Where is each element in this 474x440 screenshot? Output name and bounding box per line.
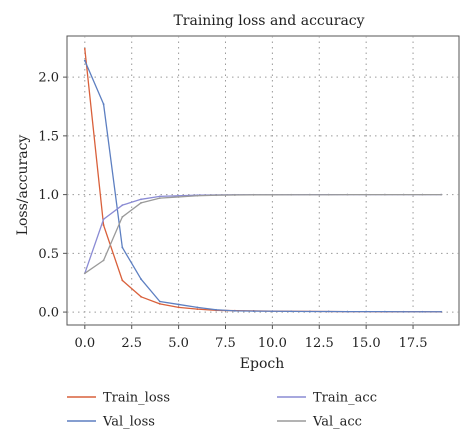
y-tick-label: 1.0 bbox=[38, 188, 59, 203]
data-point-train-loss bbox=[121, 279, 124, 282]
x-axis-title: Epoch bbox=[240, 356, 284, 372]
data-point-val-acc bbox=[83, 272, 86, 275]
x-tick-label: 17.5 bbox=[399, 336, 428, 351]
data-point-val-acc bbox=[346, 193, 349, 196]
series-lines bbox=[83, 48, 443, 313]
y-tick-label: 0.5 bbox=[38, 247, 59, 262]
data-point-val-acc bbox=[421, 193, 424, 196]
data-point-val-loss bbox=[402, 310, 405, 313]
data-point-val-loss bbox=[365, 310, 368, 313]
data-point-train-loss bbox=[196, 308, 199, 311]
y-tick-label: 1.5 bbox=[38, 129, 59, 144]
chart-title: Training loss and accuracy bbox=[173, 13, 364, 29]
data-point-val-loss bbox=[440, 310, 443, 313]
data-point-val-acc bbox=[121, 216, 124, 218]
data-point-train-loss bbox=[177, 306, 180, 309]
data-point-val-acc bbox=[233, 194, 236, 196]
data-point-val-acc bbox=[177, 196, 180, 198]
data-point-val-loss bbox=[421, 310, 424, 313]
data-point-val-acc bbox=[158, 197, 161, 200]
data-point-val-acc bbox=[384, 193, 386, 196]
data-point-val-acc bbox=[440, 193, 443, 196]
x-tick-label: 0.0 bbox=[74, 336, 95, 351]
legend-label-train-acc: Train_acc bbox=[313, 391, 377, 406]
x-tick-label: 12.5 bbox=[305, 336, 334, 351]
data-point-val-loss bbox=[290, 310, 293, 313]
data-point-val-loss bbox=[102, 103, 105, 106]
legend-label-val-acc: Val_acc bbox=[312, 415, 362, 430]
x-tick-label: 7.5 bbox=[215, 336, 236, 351]
data-point-val-loss bbox=[308, 310, 311, 313]
data-point-val-loss bbox=[83, 59, 86, 62]
legend-label-train-loss: Train_loss bbox=[103, 391, 170, 406]
x-tick-label: 10.0 bbox=[258, 336, 287, 351]
data-point-val-acc bbox=[252, 193, 255, 196]
data-point-val-acc bbox=[102, 259, 105, 262]
series-line-val-loss bbox=[84, 60, 442, 313]
axis-ticks: 0.0 2.5 5.0 7.5 10.0 12.5 15.0 17.5 0.0 0.5 1.0 1.5… bbox=[38, 71, 427, 351]
plot-area-frame bbox=[66, 35, 460, 326]
data-point-train-acc bbox=[140, 198, 142, 201]
data-point-val-acc bbox=[215, 194, 218, 197]
x-tick-label: 5.0 bbox=[168, 336, 189, 351]
data-point-train-loss bbox=[83, 48, 86, 50]
data-point-val-acc bbox=[290, 193, 293, 196]
data-point-val-loss bbox=[196, 306, 199, 309]
data-point-val-acc bbox=[327, 193, 330, 196]
data-point-val-acc bbox=[402, 193, 405, 196]
legend-label-val-loss: Val_loss bbox=[102, 415, 155, 430]
data-point-train-loss bbox=[102, 224, 105, 227]
y-tick-label: 2.0 bbox=[38, 71, 59, 86]
y-axis-title: Loss/accuracy bbox=[15, 135, 31, 236]
x-tick-label: 2.5 bbox=[121, 336, 142, 351]
data-point-val-acc bbox=[140, 201, 142, 204]
data-point-val-loss bbox=[252, 310, 255, 313]
y-tick-label: 0.0 bbox=[38, 306, 59, 321]
data-point-val-loss bbox=[233, 310, 236, 312]
data-point-train-loss bbox=[140, 295, 142, 298]
data-point-val-loss bbox=[121, 246, 124, 249]
series-line-val-acc bbox=[84, 193, 442, 274]
data-point-val-loss bbox=[215, 308, 218, 311]
x-tick-label: 15.0 bbox=[352, 336, 381, 351]
data-point-val-loss bbox=[177, 303, 180, 306]
data-point-val-loss bbox=[271, 310, 274, 313]
data-point-val-loss bbox=[327, 310, 330, 313]
data-point-val-acc bbox=[271, 193, 274, 196]
data-point-val-acc bbox=[365, 193, 368, 196]
data-point-train-acc bbox=[158, 195, 161, 198]
data-point-val-loss bbox=[346, 310, 349, 313]
data-point-train-loss bbox=[158, 302, 161, 305]
grid-lines bbox=[67, 36, 459, 325]
legend: Train_loss Val_loss Train_acc Val_acc bbox=[67, 391, 377, 430]
data-point-val-acc bbox=[196, 194, 199, 197]
data-point-val-loss bbox=[158, 300, 161, 303]
data-point-train-acc bbox=[121, 204, 124, 207]
data-point-val-acc bbox=[308, 193, 311, 196]
data-point-val-loss bbox=[140, 278, 142, 281]
data-point-train-acc bbox=[102, 218, 105, 221]
data-point-val-loss bbox=[384, 310, 386, 313]
